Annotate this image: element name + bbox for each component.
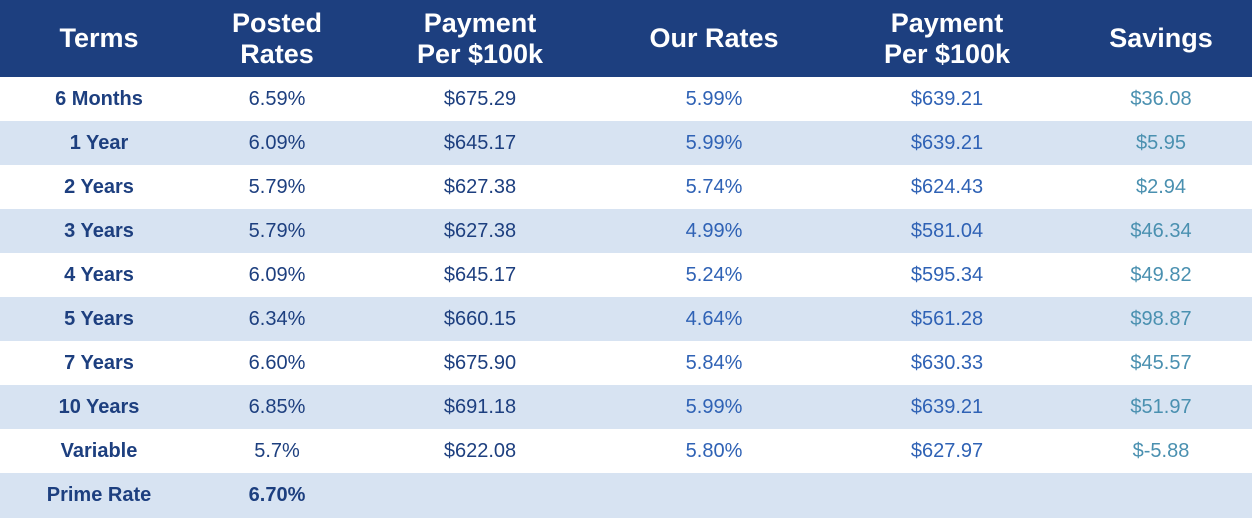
payment-posted-cell: $645.17 <box>443 263 517 286</box>
table-row: 5 Years 6.34% $660.15 4.64% $561.28 $98.… <box>0 297 1252 341</box>
term-cell: 7 Years <box>64 351 134 374</box>
table-row: 10 Years 6.85% $691.18 5.99% $639.21 $51… <box>0 385 1252 429</box>
payment-ours-cell: $581.04 <box>910 219 984 242</box>
posted-rate-cell: 6.09% <box>248 263 306 286</box>
header-our-rates-line: Our Rates <box>649 23 779 53</box>
payment-ours-cell: $624.43 <box>910 175 984 198</box>
our-rate-cell: 5.99% <box>685 131 743 154</box>
header-payment-posted-line-1: Payment <box>423 7 537 38</box>
our-rate-cell <box>604 473 824 518</box>
payment-ours-cell: $639.21 <box>910 87 984 110</box>
payment-posted-cell <box>356 473 604 518</box>
term-cell: Prime Rate <box>46 484 152 506</box>
header-payment-ours: Payment Per $100k <box>824 0 1070 77</box>
payment-posted-cell: $660.15 <box>443 307 517 330</box>
table-header-row: Terms Posted Rates Payment Per $100k Our… <box>0 0 1252 77</box>
table-row: 7 Years 6.60% $675.90 5.84% $630.33 $45.… <box>0 341 1252 385</box>
table-row: Variable 5.7% $622.08 5.80% $627.97 $-5.… <box>0 429 1252 473</box>
term-cell: 2 Years <box>64 175 134 198</box>
savings-cell: $45.57 <box>1130 351 1192 374</box>
header-payment-ours-line-1: Payment <box>890 7 1004 38</box>
header-payment-posted-line-2: Per $100k <box>416 38 544 69</box>
payment-ours-cell: $595.34 <box>910 263 984 286</box>
header-savings-line: Savings <box>1109 23 1213 53</box>
payment-posted-cell: $645.17 <box>443 131 517 154</box>
header-posted-rates-line-2: Rates <box>240 38 314 69</box>
savings-cell: $51.97 <box>1130 395 1192 418</box>
payment-posted-cell: $691.18 <box>443 395 517 418</box>
our-rate-cell: 5.84% <box>685 351 743 374</box>
our-rate-cell: 5.99% <box>685 395 743 418</box>
posted-rate-cell: 6.09% <box>248 131 306 154</box>
payment-ours-cell: $639.21 <box>910 395 984 418</box>
savings-cell <box>1070 473 1252 518</box>
header-payment-posted: Payment Per $100k <box>356 0 604 77</box>
payment-ours-cell: $627.97 <box>910 439 984 462</box>
term-cell: 10 Years <box>58 395 140 418</box>
header-savings: Savings <box>1070 0 1252 77</box>
posted-rate-cell: 5.79% <box>248 175 306 198</box>
posted-rate-cell: 6.85% <box>248 395 306 418</box>
our-rate-cell: 5.80% <box>685 439 743 462</box>
posted-rate-cell: 5.7% <box>254 439 300 462</box>
prime-rate-value: 6.70% <box>248 484 306 506</box>
header-payment-ours-line-2: Per $100k <box>883 38 1011 69</box>
our-rate-cell: 5.24% <box>685 263 743 286</box>
term-cell: 5 Years <box>64 307 134 330</box>
table-row-prime-rate: Prime Rate 6.70% <box>0 473 1252 518</box>
payment-ours-cell: $561.28 <box>910 307 984 330</box>
posted-rate-cell: 6.60% <box>248 351 306 374</box>
table-row: 1 Year 6.09% $645.17 5.99% $639.21 $5.95 <box>0 121 1252 165</box>
term-cell: 1 Year <box>69 131 129 154</box>
payment-ours-cell: $639.21 <box>910 131 984 154</box>
table-row: 4 Years 6.09% $645.17 5.24% $595.34 $49.… <box>0 253 1252 297</box>
header-posted-rates-line-1: Posted <box>231 7 323 38</box>
posted-rate-cell: 6.34% <box>248 307 306 330</box>
term-cell: Variable <box>60 439 138 462</box>
table-row: 6 Months 6.59% $675.29 5.99% $639.21 $36… <box>0 77 1252 121</box>
header-terms-line: Terms <box>59 23 139 53</box>
our-rate-cell: 5.99% <box>685 87 743 110</box>
savings-cell: $2.94 <box>1135 175 1187 198</box>
our-rate-cell: 5.74% <box>685 175 743 198</box>
savings-cell: $5.95 <box>1135 131 1187 154</box>
payment-posted-cell: $675.90 <box>443 351 517 374</box>
payment-ours-cell: $630.33 <box>910 351 984 374</box>
payment-posted-cell: $627.38 <box>443 219 517 242</box>
header-posted-rates: Posted Rates <box>198 0 356 77</box>
savings-cell: $98.87 <box>1130 307 1192 330</box>
posted-rate-cell: 5.79% <box>248 219 306 242</box>
savings-cell: $-5.88 <box>1132 439 1190 462</box>
header-our-rates: Our Rates <box>604 0 824 77</box>
table-row: 3 Years 5.79% $627.38 4.99% $581.04 $46.… <box>0 209 1252 253</box>
term-cell: 3 Years <box>64 219 134 242</box>
payment-ours-cell <box>824 473 1070 518</box>
savings-cell: $49.82 <box>1130 263 1192 286</box>
payment-posted-cell: $622.08 <box>443 439 517 462</box>
payment-posted-cell: $627.38 <box>443 175 517 198</box>
savings-cell: $36.08 <box>1130 87 1192 110</box>
payment-posted-cell: $675.29 <box>443 87 517 110</box>
our-rate-cell: 4.64% <box>685 307 743 330</box>
term-cell: 4 Years <box>64 263 134 286</box>
posted-rate-cell: 6.59% <box>248 87 306 110</box>
table-row: 2 Years 5.79% $627.38 5.74% $624.43 $2.9… <box>0 165 1252 209</box>
term-cell: 6 Months <box>55 87 143 110</box>
our-rate-cell: 4.99% <box>685 219 743 242</box>
savings-cell: $46.34 <box>1130 219 1192 242</box>
header-terms: Terms <box>0 0 198 77</box>
